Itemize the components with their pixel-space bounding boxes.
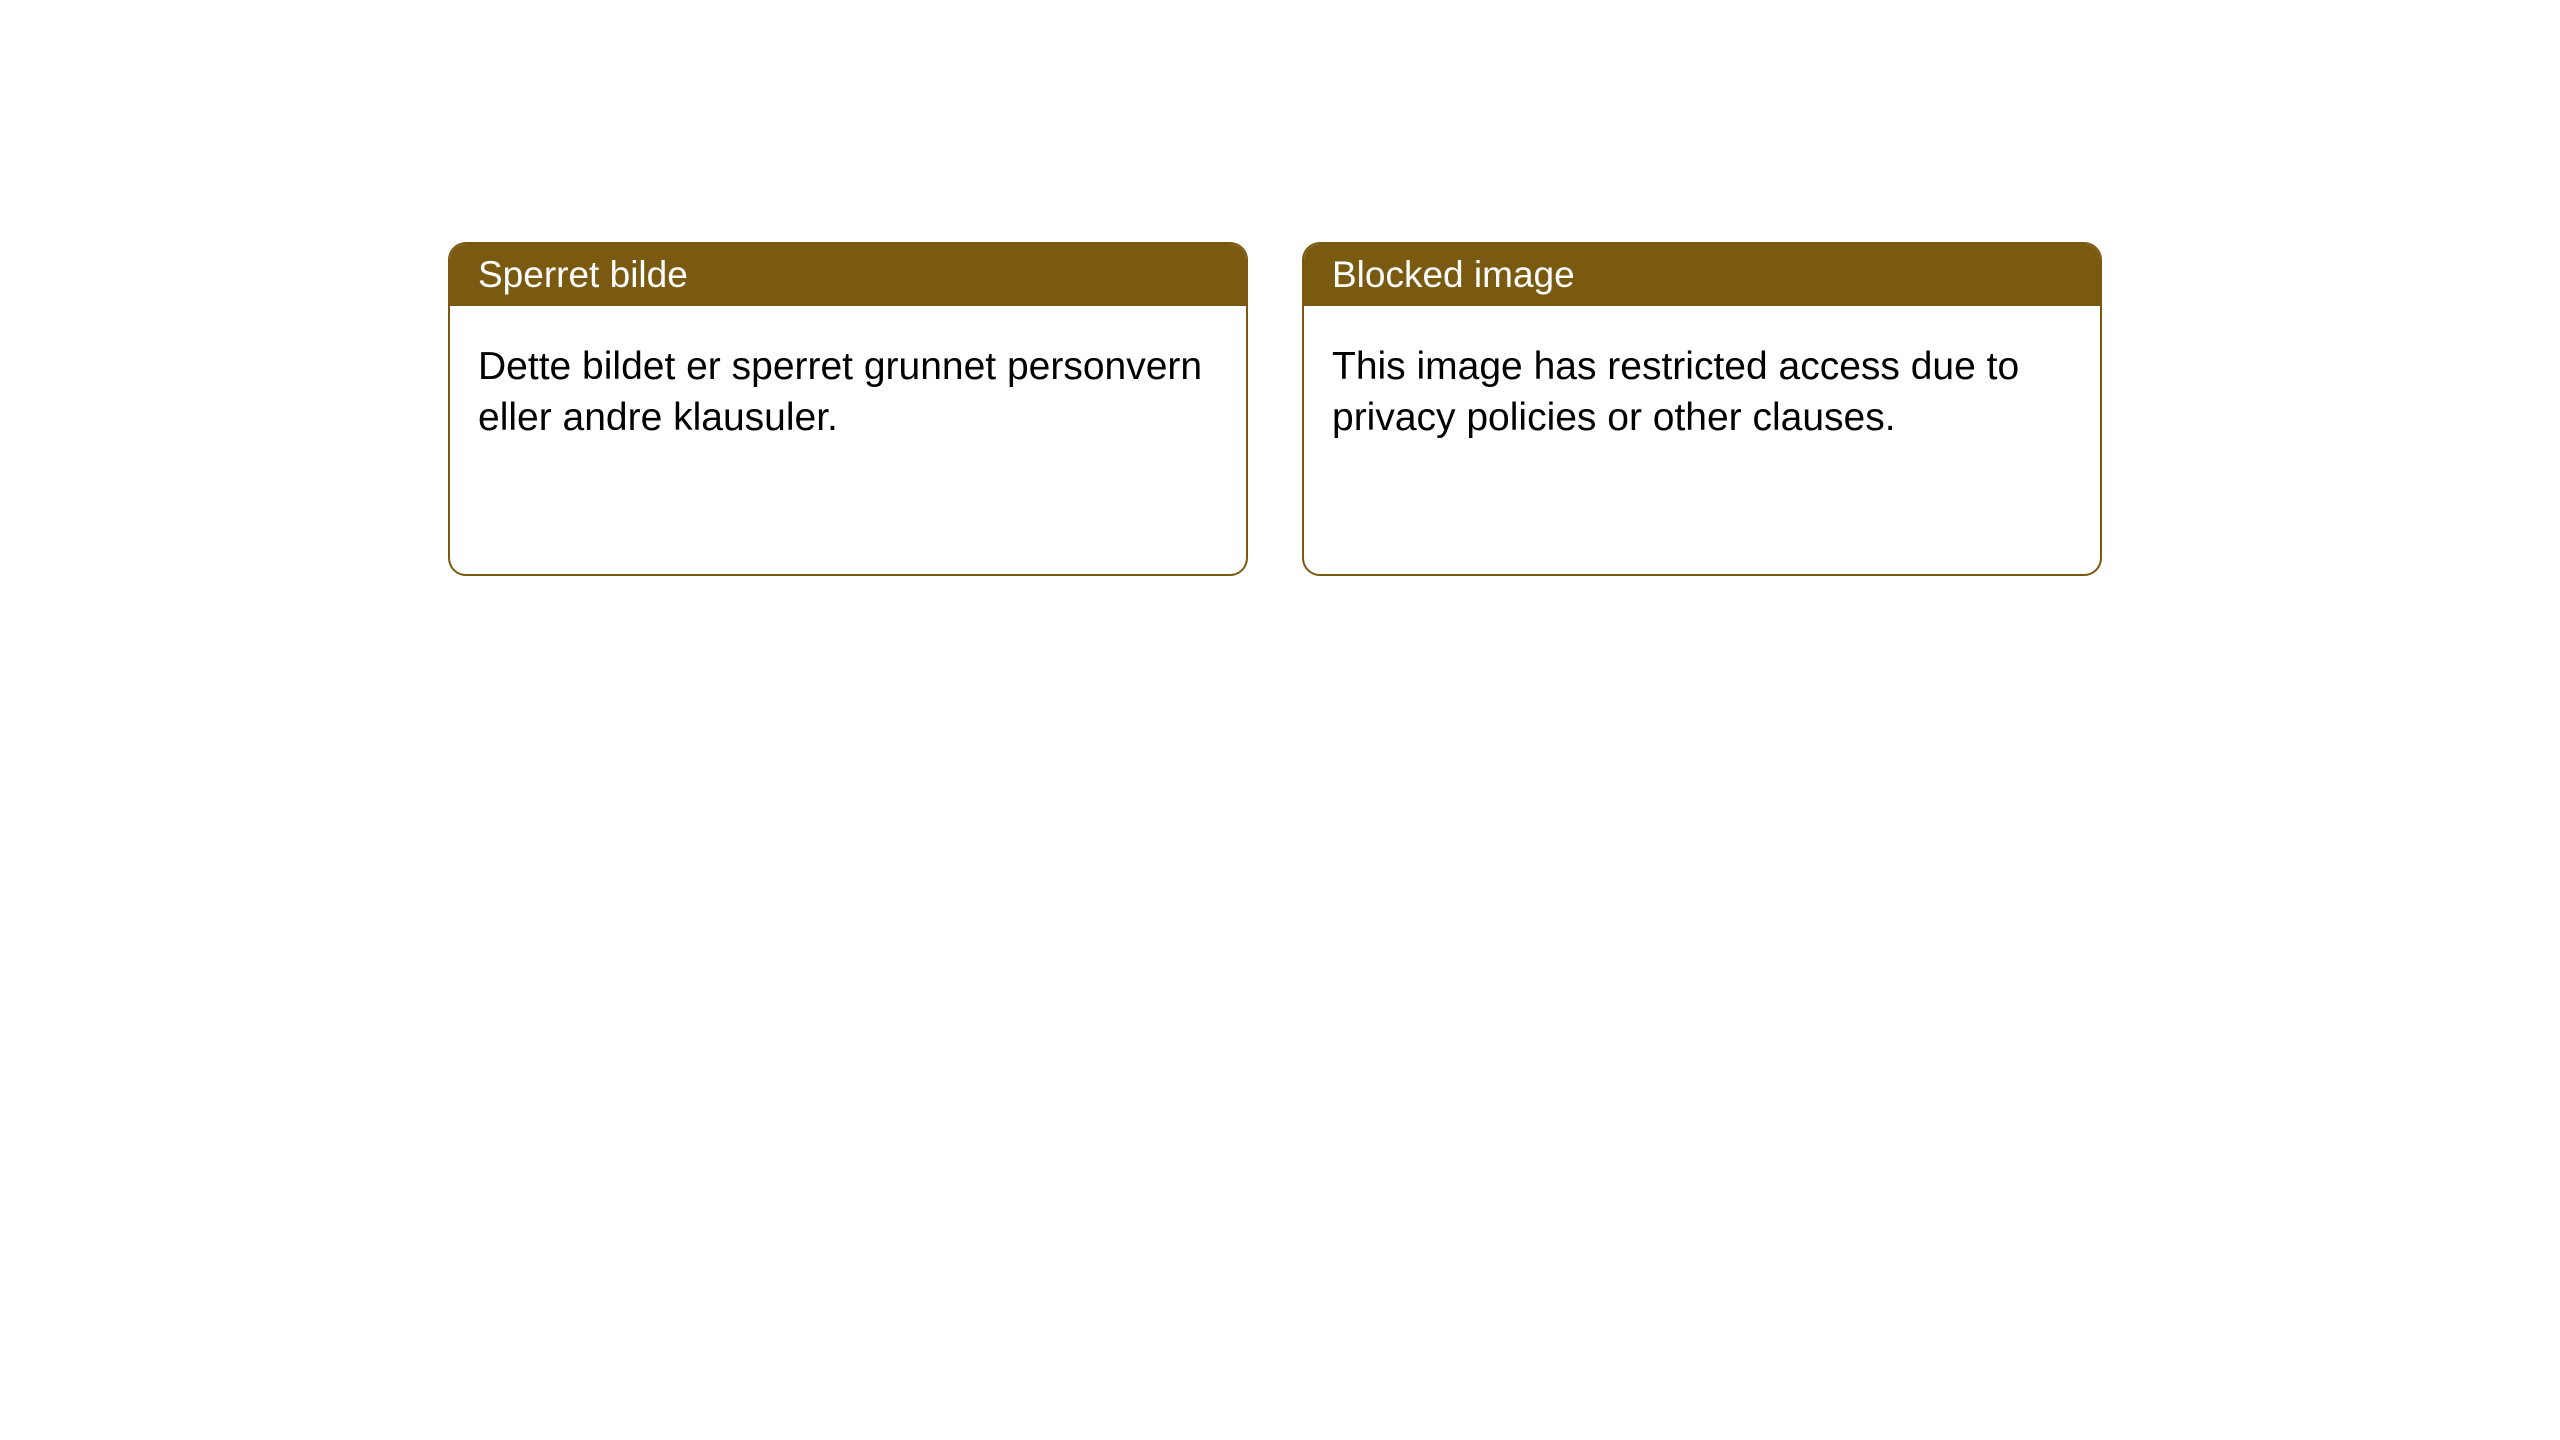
notice-cards-container: Sperret bilde Dette bildet er sperret gr… xyxy=(0,0,2560,576)
card-body-en: This image has restricted access due to … xyxy=(1304,306,2100,479)
card-body-no: Dette bildet er sperret grunnet personve… xyxy=(450,306,1246,479)
blocked-image-card-en: Blocked image This image has restricted … xyxy=(1302,242,2102,576)
card-title-no: Sperret bilde xyxy=(450,244,1246,306)
card-title-en: Blocked image xyxy=(1304,244,2100,306)
blocked-image-card-no: Sperret bilde Dette bildet er sperret gr… xyxy=(448,242,1248,576)
